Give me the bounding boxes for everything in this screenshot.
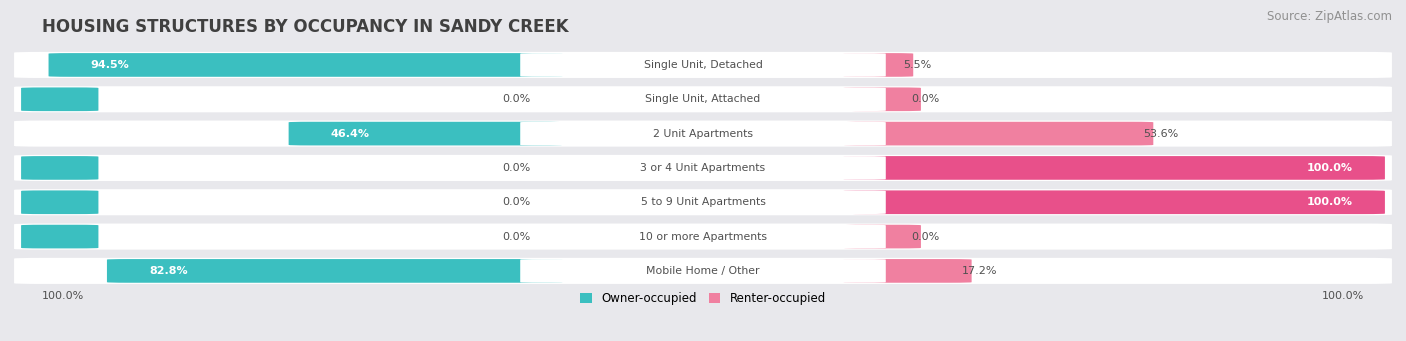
FancyBboxPatch shape <box>520 225 886 249</box>
Legend: Owner-occupied, Renter-occupied: Owner-occupied, Renter-occupied <box>575 287 831 310</box>
FancyBboxPatch shape <box>14 189 1392 215</box>
Text: 0.0%: 0.0% <box>502 94 530 104</box>
Text: 3 or 4 Unit Apartments: 3 or 4 Unit Apartments <box>641 163 765 173</box>
FancyBboxPatch shape <box>288 122 562 146</box>
Text: 0.0%: 0.0% <box>502 163 530 173</box>
Text: Source: ZipAtlas.com: Source: ZipAtlas.com <box>1267 10 1392 23</box>
Text: 0.0%: 0.0% <box>911 94 939 104</box>
Text: 100.0%: 100.0% <box>1322 291 1364 301</box>
Text: 10 or more Apartments: 10 or more Apartments <box>638 232 768 241</box>
FancyBboxPatch shape <box>844 122 1153 146</box>
FancyBboxPatch shape <box>14 121 1392 147</box>
FancyBboxPatch shape <box>520 122 886 146</box>
Text: 100.0%: 100.0% <box>1306 163 1353 173</box>
FancyBboxPatch shape <box>21 156 98 180</box>
Text: 53.6%: 53.6% <box>1143 129 1178 138</box>
Text: 94.5%: 94.5% <box>91 60 129 70</box>
FancyBboxPatch shape <box>14 155 1392 181</box>
FancyBboxPatch shape <box>21 190 98 214</box>
Text: Single Unit, Attached: Single Unit, Attached <box>645 94 761 104</box>
Text: 100.0%: 100.0% <box>42 291 84 301</box>
FancyBboxPatch shape <box>520 190 886 214</box>
FancyBboxPatch shape <box>844 156 1385 180</box>
Text: 5.5%: 5.5% <box>904 60 932 70</box>
Text: Single Unit, Detached: Single Unit, Detached <box>644 60 762 70</box>
FancyBboxPatch shape <box>14 86 1392 112</box>
FancyBboxPatch shape <box>844 225 921 249</box>
FancyBboxPatch shape <box>520 87 886 111</box>
Text: 46.4%: 46.4% <box>330 129 370 138</box>
Text: 0.0%: 0.0% <box>911 232 939 241</box>
FancyBboxPatch shape <box>107 259 562 283</box>
Text: 0.0%: 0.0% <box>502 232 530 241</box>
Text: 82.8%: 82.8% <box>149 266 188 276</box>
Text: HOUSING STRUCTURES BY OCCUPANCY IN SANDY CREEK: HOUSING STRUCTURES BY OCCUPANCY IN SANDY… <box>42 18 569 36</box>
Text: 100.0%: 100.0% <box>1306 197 1353 207</box>
FancyBboxPatch shape <box>14 52 1392 78</box>
FancyBboxPatch shape <box>844 259 972 283</box>
FancyBboxPatch shape <box>14 258 1392 284</box>
FancyBboxPatch shape <box>844 87 921 111</box>
Text: 5 to 9 Unit Apartments: 5 to 9 Unit Apartments <box>641 197 765 207</box>
Text: 2 Unit Apartments: 2 Unit Apartments <box>652 129 754 138</box>
Text: 17.2%: 17.2% <box>962 266 997 276</box>
FancyBboxPatch shape <box>844 53 914 77</box>
FancyBboxPatch shape <box>49 53 562 77</box>
FancyBboxPatch shape <box>520 259 886 283</box>
FancyBboxPatch shape <box>21 87 98 111</box>
Text: Mobile Home / Other: Mobile Home / Other <box>647 266 759 276</box>
Text: 0.0%: 0.0% <box>502 197 530 207</box>
FancyBboxPatch shape <box>14 224 1392 250</box>
FancyBboxPatch shape <box>21 225 98 249</box>
FancyBboxPatch shape <box>520 53 886 77</box>
FancyBboxPatch shape <box>844 190 1385 214</box>
FancyBboxPatch shape <box>520 156 886 180</box>
